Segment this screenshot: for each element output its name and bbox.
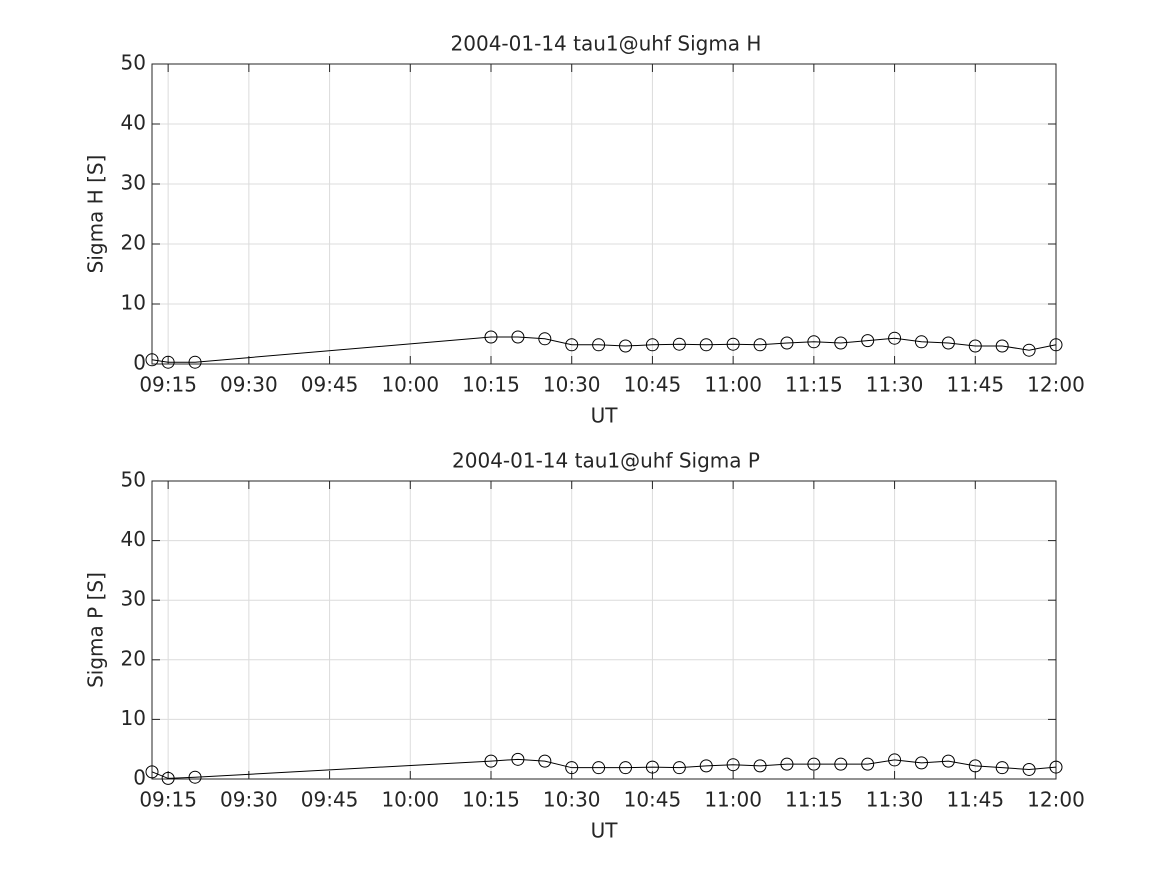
plot-frame bbox=[151, 63, 1057, 365]
data-point bbox=[968, 759, 982, 773]
x-tick-label: 11:45 bbox=[946, 373, 1004, 397]
data-point bbox=[645, 338, 659, 352]
data-point bbox=[834, 336, 848, 350]
data-point bbox=[995, 339, 1009, 353]
data-point bbox=[145, 765, 159, 779]
data-point bbox=[161, 771, 175, 785]
y-tick-label: 40 bbox=[121, 111, 146, 135]
data-point bbox=[161, 355, 175, 369]
x-tick-label: 09:30 bbox=[220, 373, 278, 397]
x-tick-label: 10:00 bbox=[381, 373, 439, 397]
x-tick-label: 11:00 bbox=[704, 788, 762, 812]
x-tick-label: 09:30 bbox=[220, 788, 278, 812]
data-line bbox=[151, 336, 1057, 363]
y-tick-label: 20 bbox=[121, 231, 146, 255]
plot-frame bbox=[151, 480, 1057, 780]
data-point bbox=[619, 761, 633, 775]
y-tick-label: 10 bbox=[121, 291, 146, 315]
data-point bbox=[188, 770, 202, 784]
y-tick-label: 50 bbox=[121, 468, 146, 492]
data-point bbox=[941, 754, 955, 768]
chart-title: 2004-01-14 tau1@uhf Sigma H bbox=[451, 32, 762, 56]
data-point bbox=[619, 339, 633, 353]
y-tick-label: 0 bbox=[133, 766, 146, 790]
data-point bbox=[565, 338, 579, 352]
x-tick-label: 09:45 bbox=[301, 788, 359, 812]
x-tick-label: 11:00 bbox=[704, 373, 762, 397]
y-axis-label: Sigma P [S] bbox=[84, 572, 108, 688]
data-point bbox=[753, 759, 767, 773]
data-point bbox=[807, 757, 821, 771]
data-point bbox=[726, 337, 740, 351]
data-point bbox=[511, 752, 525, 766]
y-tick-label: 40 bbox=[121, 527, 146, 551]
data-point bbox=[188, 355, 202, 369]
data-point bbox=[511, 330, 525, 344]
y-tick-label: 30 bbox=[121, 587, 146, 611]
x-tick-label: 11:30 bbox=[866, 788, 924, 812]
data-point bbox=[484, 754, 498, 768]
x-tick-label: 12:00 bbox=[1027, 788, 1085, 812]
data-point bbox=[592, 338, 606, 352]
y-tick-label: 0 bbox=[133, 351, 146, 375]
data-point bbox=[484, 330, 498, 344]
data-point bbox=[1022, 762, 1036, 776]
data-point bbox=[1049, 760, 1063, 774]
data-point bbox=[888, 753, 902, 767]
y-tick-label: 20 bbox=[121, 646, 146, 670]
x-tick-label: 10:30 bbox=[543, 373, 601, 397]
data-point bbox=[995, 761, 1009, 775]
data-point bbox=[780, 757, 794, 771]
x-tick-label: 09:45 bbox=[301, 373, 359, 397]
x-axis-label: UT bbox=[591, 819, 619, 843]
data-point bbox=[672, 761, 686, 775]
data-point bbox=[1049, 338, 1063, 352]
y-tick-label: 10 bbox=[121, 706, 146, 730]
data-point bbox=[861, 334, 875, 348]
data-point bbox=[780, 336, 794, 350]
data-point bbox=[1022, 343, 1036, 357]
data-point bbox=[726, 758, 740, 772]
x-tick-label: 10:15 bbox=[462, 373, 520, 397]
x-tick-label: 12:00 bbox=[1027, 373, 1085, 397]
x-tick-label: 11:30 bbox=[866, 373, 924, 397]
data-point bbox=[861, 757, 875, 771]
x-tick-label: 10:45 bbox=[624, 788, 682, 812]
x-tick-label: 09:15 bbox=[139, 788, 197, 812]
data-point bbox=[565, 761, 579, 775]
chart-title: 2004-01-14 tau1@uhf Sigma P bbox=[452, 449, 760, 473]
data-point bbox=[672, 337, 686, 351]
data-point bbox=[914, 756, 928, 770]
data-point bbox=[538, 332, 552, 346]
x-tick-label: 10:30 bbox=[543, 788, 601, 812]
x-tick-label: 11:15 bbox=[785, 373, 843, 397]
y-axis-label: Sigma H [S] bbox=[84, 155, 108, 274]
x-tick-label: 09:15 bbox=[139, 373, 197, 397]
data-line bbox=[151, 758, 1057, 779]
x-tick-label: 10:00 bbox=[381, 788, 439, 812]
x-tick-label: 11:15 bbox=[785, 788, 843, 812]
data-point bbox=[592, 761, 606, 775]
data-point bbox=[834, 757, 848, 771]
x-tick-label: 10:45 bbox=[624, 373, 682, 397]
data-point bbox=[145, 353, 159, 367]
x-tick-label: 10:15 bbox=[462, 788, 520, 812]
data-point bbox=[914, 335, 928, 349]
x-axis-label: UT bbox=[591, 404, 619, 428]
y-tick-label: 50 bbox=[121, 51, 146, 75]
data-point bbox=[538, 754, 552, 768]
data-point bbox=[807, 335, 821, 349]
data-point bbox=[888, 331, 902, 345]
data-point bbox=[645, 760, 659, 774]
data-point bbox=[699, 759, 713, 773]
y-tick-label: 30 bbox=[121, 171, 146, 195]
data-point bbox=[941, 336, 955, 350]
data-point bbox=[699, 338, 713, 352]
data-point bbox=[968, 339, 982, 353]
data-point bbox=[753, 338, 767, 352]
x-tick-label: 11:45 bbox=[946, 788, 1004, 812]
